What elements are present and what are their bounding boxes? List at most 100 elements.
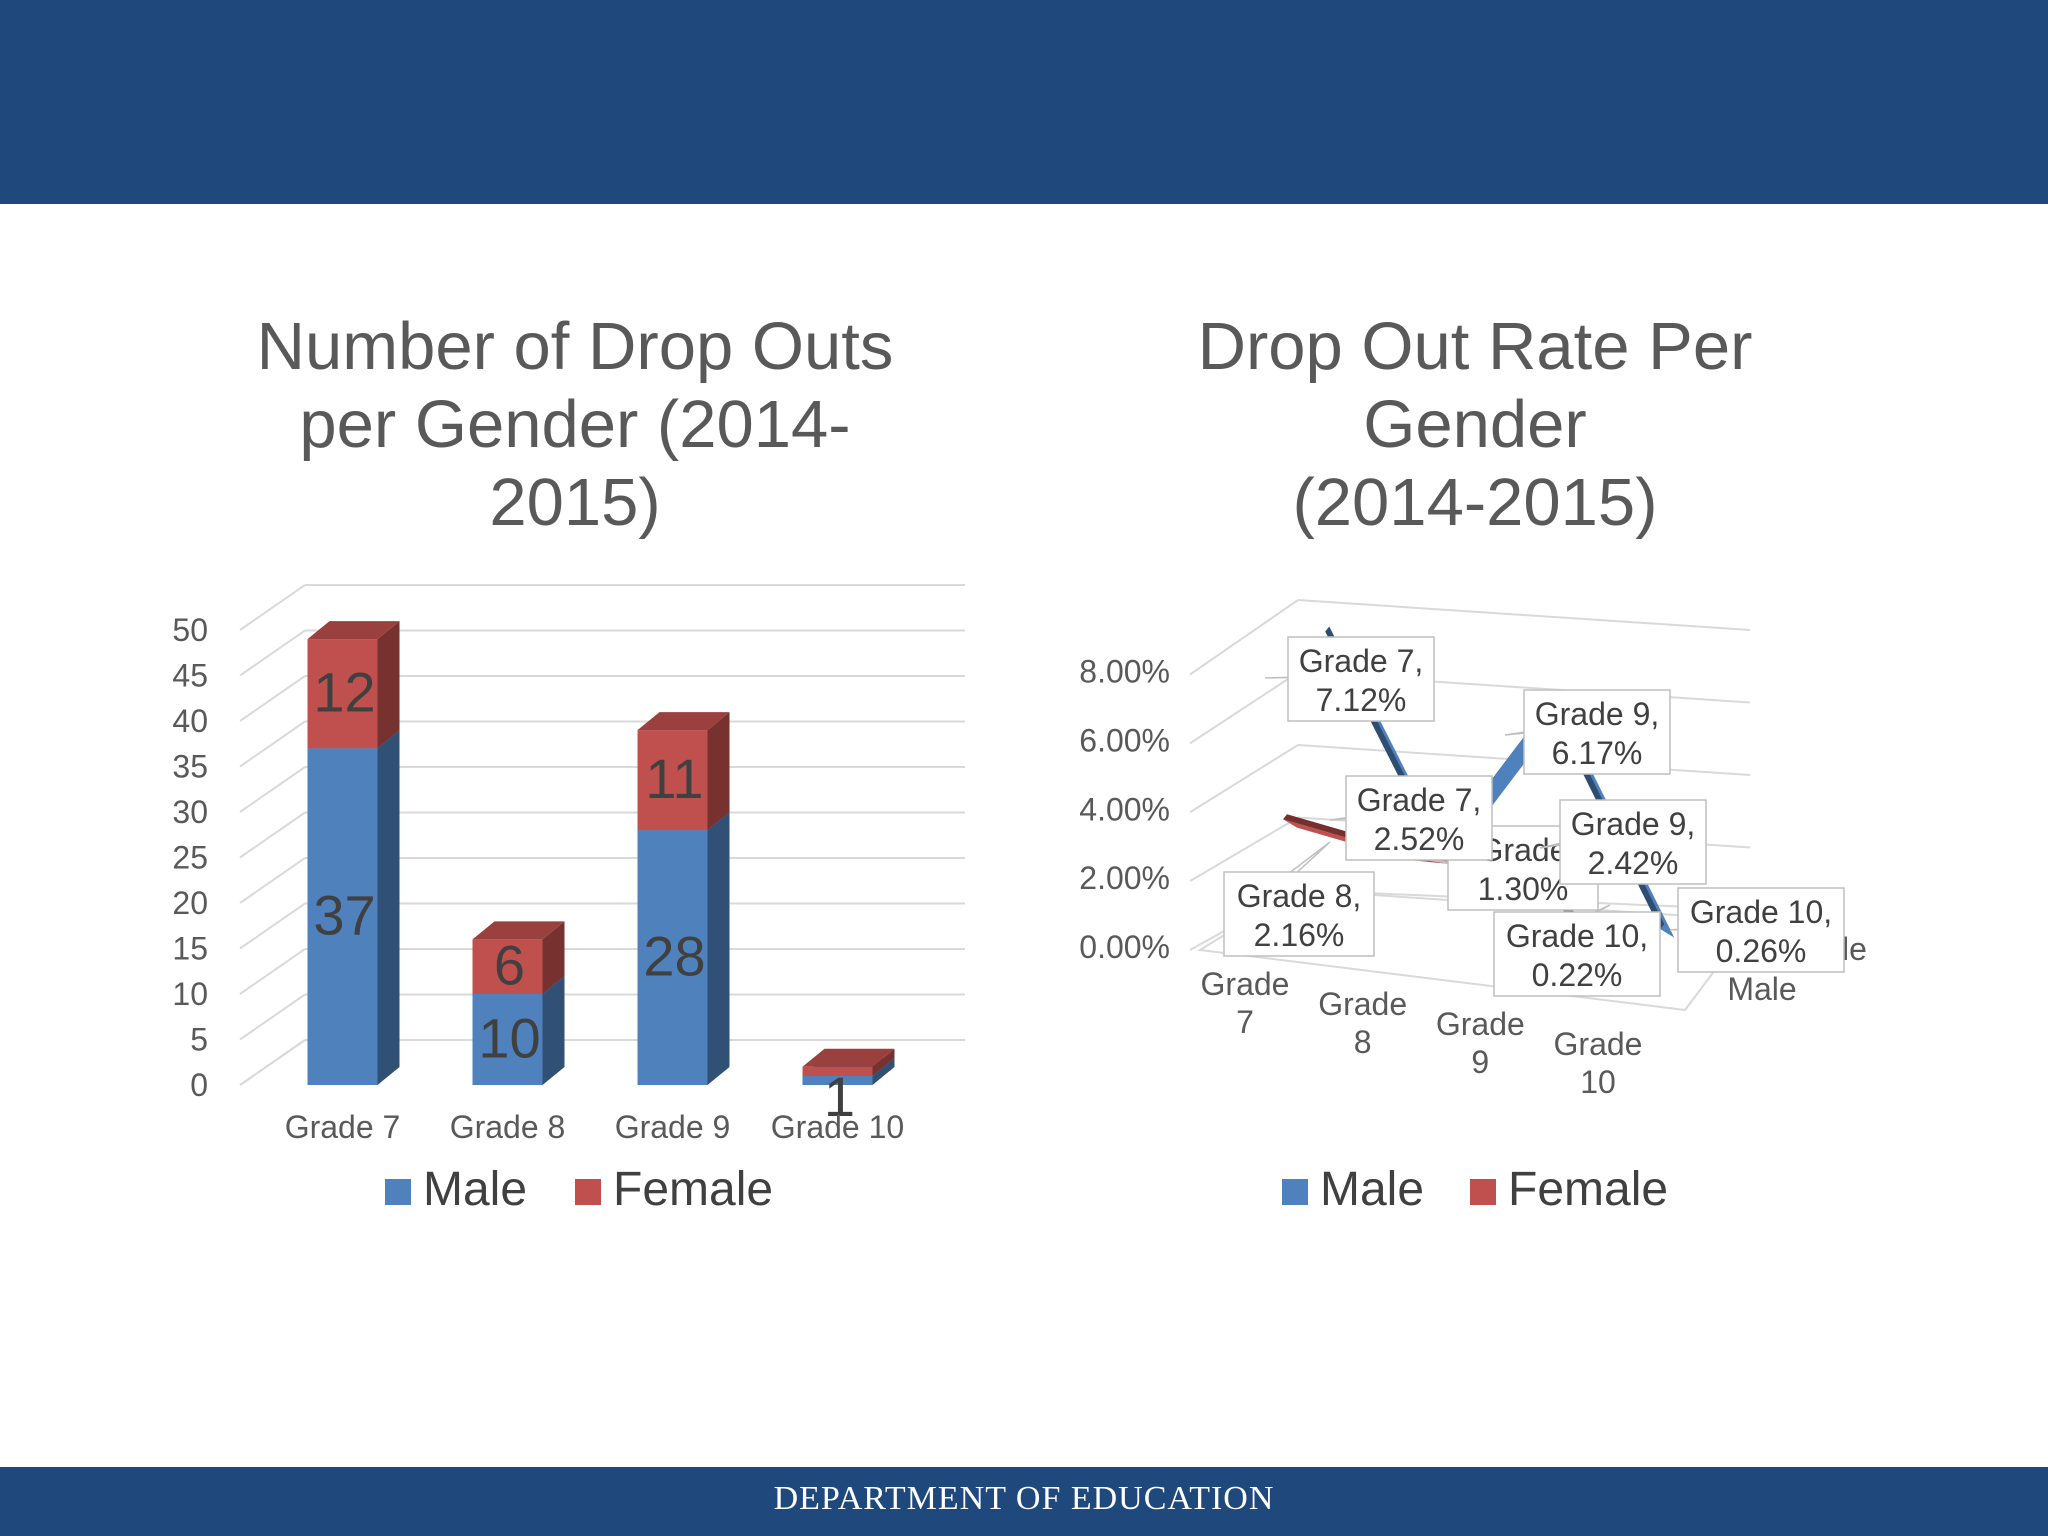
callout-box <box>1493 911 1661 997</box>
gridline <box>239 948 306 995</box>
x-tick-line: 10 <box>1580 1064 1616 1100</box>
bar-side-male <box>377 730 400 1085</box>
callout-text: 2.52% <box>1374 821 1465 857</box>
callout-box <box>1559 799 1707 885</box>
bar-segment-female <box>637 730 708 831</box>
y-tick-label: 45 <box>172 658 208 694</box>
x-tick-line: Grade <box>1436 1006 1525 1042</box>
callout-text: Grade <box>1479 832 1568 868</box>
bar-segment-male <box>802 1075 873 1085</box>
x-tick-label: Grade 10 <box>1554 1026 1643 1100</box>
y-tick-label: 25 <box>172 840 208 876</box>
legend-swatch-female <box>1470 1179 1496 1205</box>
y-tick-label: 50 <box>172 612 208 648</box>
gridline <box>1189 671 1299 745</box>
data-label: 37 <box>313 884 375 947</box>
gridline <box>239 902 306 950</box>
footer-band <box>0 1467 2048 1536</box>
bar-side-male <box>542 976 565 1085</box>
callout-box <box>1677 887 1845 973</box>
legend-label-female: Female <box>1508 1163 1668 1216</box>
bar-segment-female <box>472 939 543 994</box>
x-tick-label: Grade 8 <box>450 1109 566 1145</box>
y-tick-label: 6.00% <box>1079 722 1170 758</box>
data-label: 10 <box>478 1007 540 1070</box>
callout-text: 0.26% <box>1716 933 1807 969</box>
callout-text: 2.42% <box>1588 845 1679 881</box>
right-chart-title: Drop Out Rate Per Gender (2014-2015) <box>1100 308 1850 542</box>
gridline <box>239 993 306 1041</box>
bar-top-female <box>307 621 400 640</box>
gridline <box>239 629 306 677</box>
data-callout-male: Grade 7,7.12% <box>1264 636 1435 722</box>
callout-box <box>1523 689 1671 775</box>
y-tick-label: 0.00% <box>1079 929 1170 965</box>
y-tick-label: 4.00% <box>1079 791 1170 827</box>
y-tick-label: 10 <box>172 976 208 1012</box>
data-callout-female: Grade 8,2.16% <box>1223 841 1375 957</box>
bar-side-female <box>872 1048 895 1076</box>
bar-top-female <box>472 921 565 940</box>
x-tick-line: Grade <box>1318 986 1407 1022</box>
callout-text: Grade 7, <box>1299 643 1424 679</box>
x-tick-label: Grade 9 <box>1436 1006 1525 1080</box>
bar-segment-male <box>637 830 708 1085</box>
data-label: 11 <box>645 747 703 810</box>
gridline <box>1297 599 1751 631</box>
depth-axis-label-male: Male <box>1727 971 1796 1007</box>
gridline <box>239 720 306 768</box>
y-tick-label: 5 <box>190 1022 208 1058</box>
left-bar-chart: 0 5 10 15 20 25 30 35 40 45 50 37 12 Grade 7 10 6 Grade … <box>172 584 965 1216</box>
callout-text: 2.16% <box>1254 917 1345 953</box>
callout-text: Grade 7, <box>1357 782 1482 818</box>
bar-side-male <box>872 1057 895 1085</box>
legend-label-female: Female <box>613 1163 773 1216</box>
callout-text: Grade 10, <box>1690 894 1832 930</box>
title-line: per Gender (2014- <box>299 387 851 462</box>
legend-label-male: Male <box>1320 1163 1424 1216</box>
callout-box <box>1223 871 1375 957</box>
legend-swatch-male <box>385 1179 411 1205</box>
axis-line <box>239 1039 306 1086</box>
x-tick-label: Grade 7 <box>1201 966 1290 1040</box>
x-tick-line: 7 <box>1236 1004 1254 1040</box>
data-label: 28 <box>643 925 705 988</box>
callout-text: Grade 9, <box>1571 806 1696 842</box>
data-callout-female: Grade 9,2.42% <box>1539 799 1707 885</box>
title-line: Number of Drop Outs <box>256 309 894 384</box>
callout-text: 0.22% <box>1532 957 1623 993</box>
gridline <box>1189 744 1299 814</box>
x-tick-line: 8 <box>1354 1024 1372 1060</box>
title-line: 2015) <box>489 465 661 540</box>
callout-box <box>1287 636 1435 722</box>
title-line: (2014-2015) <box>1292 465 1658 540</box>
callout-box <box>1345 775 1493 861</box>
bar-top-female <box>637 712 730 731</box>
data-callout-female: Grade 10,0.26% <box>1669 887 1845 973</box>
y-tick-label: 35 <box>172 749 208 785</box>
bar-segment-female <box>802 1066 873 1076</box>
y-tick-label: 0 <box>190 1067 208 1103</box>
gridline <box>239 675 306 722</box>
callout-text: Grade 8, <box>1237 878 1362 914</box>
title-line: Drop Out Rate Per <box>1197 309 1753 384</box>
callout-text: 6.17% <box>1552 735 1643 771</box>
gridline <box>239 766 306 813</box>
bar-side-female <box>707 712 730 831</box>
gridline <box>239 584 306 631</box>
title-line: Gender <box>1363 387 1587 462</box>
legend-label-male: Male <box>423 1163 527 1216</box>
bar-side-male <box>707 812 730 1085</box>
left-chart-title: Number of Drop Outs per Gender (2014- 2015… <box>160 308 990 542</box>
bar-segment-male <box>307 748 378 1085</box>
x-tick-line: 9 <box>1471 1044 1489 1080</box>
data-label: 6 <box>494 934 525 997</box>
data-callout-male: Grade 9,6.17% <box>1504 689 1671 775</box>
y-tick-label: 8.00% <box>1079 654 1170 690</box>
callout-text: 7.12% <box>1316 682 1407 718</box>
gridline <box>239 811 306 859</box>
legend-swatch-female <box>575 1179 601 1205</box>
right-line-chart: 0.00%2.00%4.00%6.00%8.00%Grade 7 Grade 8 Gra… <box>1079 599 1867 1216</box>
